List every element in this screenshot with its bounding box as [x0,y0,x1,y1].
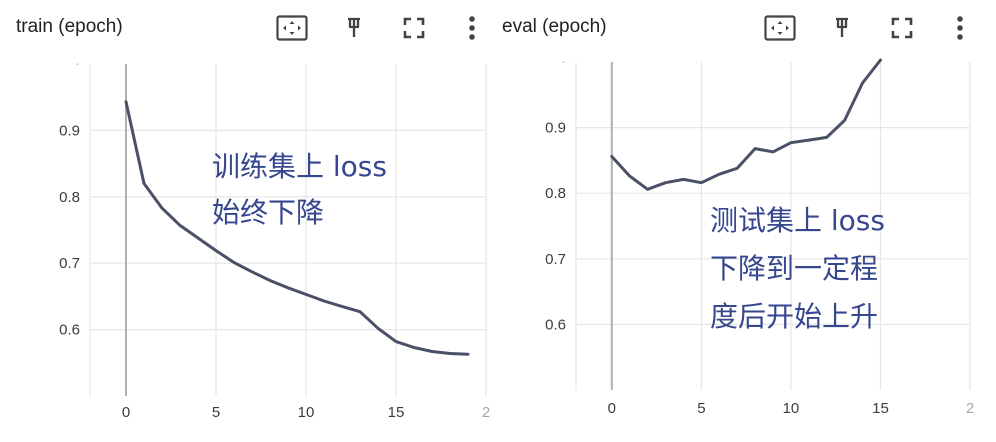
fit-domain-icon[interactable] [274,10,310,46]
y-tick-label: 0.7 [59,255,80,272]
annotation-text: 始终下降 [212,196,324,229]
y-tick-hint: · [75,55,80,72]
x-tick-label: 15 [872,400,889,417]
pin-icon[interactable] [336,10,372,46]
x-tick-label: 5 [212,404,220,421]
y-tick-label: 0.6 [545,316,566,333]
series-line [610,58,882,191]
x-tick-label: 10 [783,400,800,417]
chart-title: eval (epoch) [502,16,607,37]
y-tick-label: 0.8 [545,185,566,202]
fit-domain-icon[interactable] [762,10,798,46]
y-tick-label: 0.9 [545,120,566,137]
annotation-text: 测试集上 loss [710,204,885,237]
y-tick-label: 0.6 [59,322,80,339]
fullscreen-icon[interactable] [396,10,432,46]
annotation-text: 度后开始上升 [710,300,878,333]
eval-panel: eval (epoch) 0.6 0.7 0.8 0.9 · 0 5 10 15 2 测试集上 lo… [492,0,996,442]
chart-title: train (epoch) [16,16,123,37]
x-tick-label: 10 [298,404,315,421]
x-tick-label: 2 [966,400,974,417]
more-vert-icon[interactable] [942,10,978,46]
chart-toolbar [762,10,978,46]
y-tick-label: 0.9 [59,122,80,139]
y-tick-hint: · [561,53,566,70]
train-chart: 0.6 0.7 0.8 0.9 · 0 5 10 15 2 训练集上 loss 始终下降 [59,55,490,421]
fullscreen-icon[interactable] [884,10,920,46]
chart-toolbar [274,10,490,46]
pin-icon[interactable] [824,10,860,46]
eval-chart: 0.6 0.7 0.8 0.9 · 0 5 10 15 2 测试集上 loss 下降到一定程度后开始上… [545,53,974,417]
y-tick-label: 0.7 [545,251,566,268]
x-tick-label: 5 [697,400,705,417]
series-line [124,100,470,356]
annotation-text: 训练集上 loss [212,150,387,183]
x-tick-label: 15 [388,404,405,421]
annotation-text: 下降到一定程 [710,252,878,285]
y-tick-label: 0.8 [59,189,80,206]
more-vert-icon[interactable] [454,10,490,46]
x-tick-label: 0 [122,404,130,421]
x-tick-label: 2 [482,404,490,421]
train-panel: train (epoch) 0.6 0.7 0.8 0.9 · 0 5 10 15 2 训练集上 l… [0,0,492,442]
x-tick-label: 0 [608,400,616,417]
